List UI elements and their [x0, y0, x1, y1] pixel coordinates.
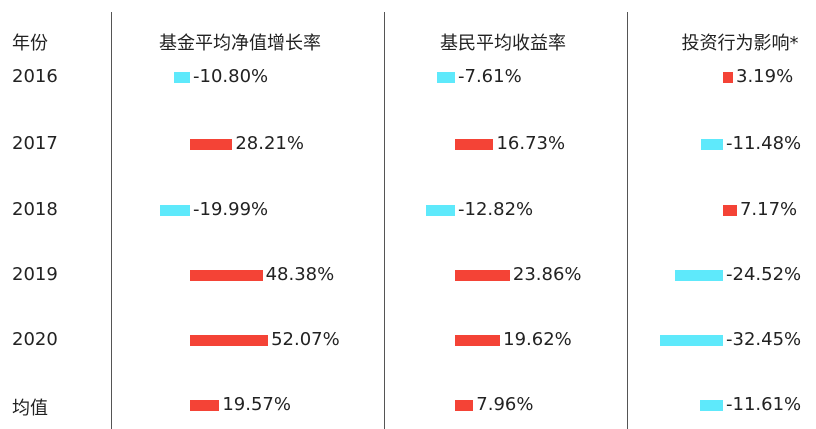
value-label: -32.45%: [726, 329, 802, 350]
positive-bar: [190, 400, 220, 411]
year-label: 均值: [12, 398, 48, 419]
value-label: 16.73%: [496, 133, 566, 154]
column-divider: [111, 12, 112, 429]
value-label: 19.57%: [222, 394, 291, 415]
negative-bar: [425, 205, 455, 216]
positive-bar: [455, 270, 510, 281]
year-label: 2018: [12, 199, 58, 220]
positive-bar: [190, 270, 263, 281]
negative-bar: [659, 335, 723, 346]
year-label: 2019: [12, 264, 58, 285]
positive-bar: [455, 400, 474, 411]
negative-bar: [437, 72, 455, 83]
positive-bar: [190, 139, 233, 150]
negative-bar: [700, 400, 723, 411]
year-label: 2016: [12, 66, 58, 87]
positive-bar: [723, 72, 733, 83]
positive-bar: [190, 335, 269, 346]
value-label: -19.99%: [193, 199, 269, 220]
year-label: 2020: [12, 329, 58, 350]
negative-bar: [700, 139, 723, 150]
value-label: 19.62%: [503, 329, 572, 350]
column-divider: [384, 12, 385, 429]
value-label: 7.17%: [739, 199, 798, 220]
value-label: 23.86%: [512, 264, 582, 285]
value-label: 52.07%: [271, 329, 340, 350]
column-divider: [627, 12, 628, 429]
value-label: 28.21%: [235, 133, 304, 154]
negative-bar: [173, 72, 190, 83]
value-label: 48.38%: [265, 264, 335, 285]
value-label: -11.48%: [726, 133, 802, 154]
column-header: 投资行为影响*: [681, 33, 799, 54]
value-label: -11.61%: [726, 394, 802, 415]
value-label: 3.19%: [736, 66, 794, 87]
year-label: 2017: [12, 133, 58, 154]
value-label: 7.96%: [476, 394, 534, 415]
negative-bar: [675, 270, 723, 281]
positive-bar: [455, 139, 494, 150]
column-header: 基金平均净值增长率: [159, 33, 321, 54]
value-label: -10.80%: [193, 66, 269, 87]
negative-bar: [160, 205, 190, 216]
column-header: 年份: [12, 33, 48, 54]
positive-bar: [723, 205, 737, 216]
value-label: -24.52%: [726, 264, 802, 285]
value-label: -7.61%: [458, 66, 522, 87]
value-label: -12.82%: [458, 199, 534, 220]
positive-bar: [455, 335, 501, 346]
column-header: 基民平均收益率: [440, 33, 566, 54]
